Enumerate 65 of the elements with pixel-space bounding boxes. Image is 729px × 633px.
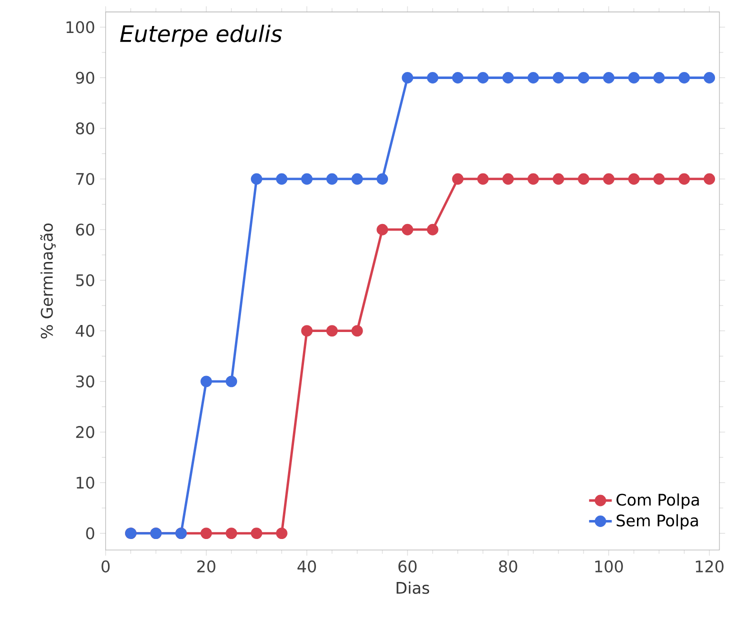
y-tick-label: 10 bbox=[76, 476, 94, 489]
point bbox=[250, 173, 262, 185]
point bbox=[276, 528, 288, 540]
point bbox=[678, 72, 690, 84]
y-tick-label: 90 bbox=[76, 72, 94, 84]
y-tick-label: 20 bbox=[76, 426, 94, 438]
x-tick-label: 0 bbox=[102, 560, 110, 573]
point bbox=[326, 173, 338, 185]
y-tick-label: 40 bbox=[76, 324, 94, 338]
y-tick-label: 80 bbox=[76, 122, 94, 135]
point bbox=[653, 72, 665, 84]
x-axis-title: Dias bbox=[396, 582, 430, 594]
point bbox=[402, 224, 414, 236]
legend-label: Sem Polpa bbox=[616, 514, 698, 530]
point bbox=[603, 173, 614, 185]
text: Euterpe edulis bbox=[120, 24, 282, 47]
point bbox=[477, 173, 489, 185]
x-tick-label: 60 bbox=[398, 560, 417, 573]
point bbox=[326, 325, 338, 337]
y-tick-label: 70 bbox=[76, 173, 94, 186]
point bbox=[200, 528, 212, 540]
point bbox=[502, 72, 514, 84]
point bbox=[200, 376, 212, 388]
y-tick-label: 30 bbox=[76, 376, 94, 388]
x-tick-label: 100 bbox=[595, 560, 623, 573]
point bbox=[376, 173, 388, 185]
x-tick-label: 120 bbox=[696, 560, 724, 573]
point bbox=[552, 173, 564, 185]
point bbox=[301, 173, 313, 185]
point bbox=[226, 528, 238, 540]
point bbox=[351, 325, 363, 337]
point bbox=[250, 528, 262, 540]
point bbox=[226, 376, 238, 388]
point bbox=[704, 173, 716, 185]
point bbox=[301, 325, 313, 337]
y-tick-label: 50 bbox=[76, 274, 94, 286]
y-tick-label: 60 bbox=[76, 224, 94, 236]
point bbox=[402, 72, 414, 84]
point bbox=[628, 72, 640, 84]
x-tick-label: 40 bbox=[297, 560, 316, 573]
legend-label: Com Polpa bbox=[616, 494, 699, 510]
point bbox=[426, 224, 438, 236]
point bbox=[603, 72, 614, 84]
point bbox=[628, 173, 640, 185]
y-tick-label: 100 bbox=[66, 21, 94, 34]
point bbox=[452, 72, 464, 84]
point bbox=[276, 173, 288, 185]
point bbox=[578, 72, 590, 84]
point bbox=[552, 72, 564, 84]
point bbox=[452, 173, 464, 185]
point bbox=[578, 173, 590, 185]
point bbox=[477, 72, 489, 84]
point bbox=[351, 173, 363, 185]
x-tick-label: 20 bbox=[197, 560, 216, 573]
point bbox=[678, 173, 690, 185]
point bbox=[502, 173, 514, 185]
point bbox=[653, 173, 665, 185]
y-axis-title: % Germinação bbox=[40, 224, 56, 339]
point bbox=[704, 72, 716, 84]
point bbox=[528, 72, 539, 84]
y-tick-label: 0 bbox=[86, 527, 94, 540]
x-tick-label: 80 bbox=[499, 560, 518, 573]
point bbox=[426, 72, 438, 84]
point bbox=[376, 224, 388, 236]
point bbox=[528, 173, 539, 185]
